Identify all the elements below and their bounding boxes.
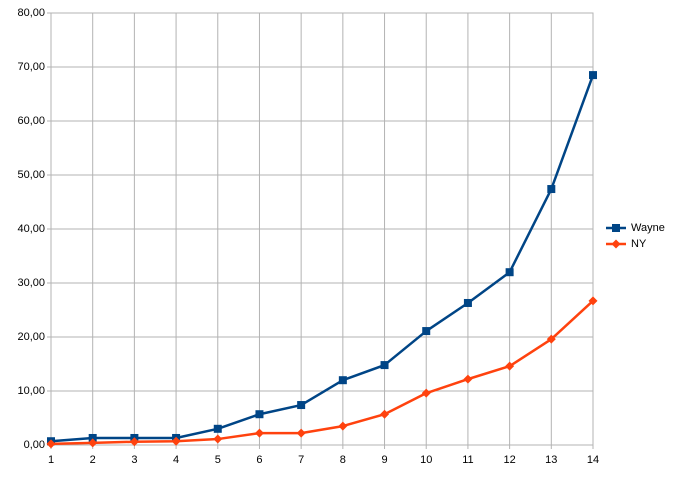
marker <box>380 361 389 370</box>
marker <box>213 424 222 433</box>
y-tick-label: 60,00 <box>17 115 45 127</box>
y-tick-label: 50,00 <box>17 169 45 181</box>
marker <box>338 376 347 385</box>
marker <box>171 436 181 446</box>
marker <box>297 401 306 410</box>
marker <box>546 334 556 344</box>
marker <box>296 428 306 438</box>
x-tick-label: 13 <box>545 454 557 466</box>
y-tick-label: 20,00 <box>17 331 45 343</box>
legend-label: NY <box>631 238 647 250</box>
x-tick-label: 4 <box>173 454 179 466</box>
y-tick-label: 10,00 <box>17 385 45 397</box>
marker <box>505 268 514 277</box>
marker <box>589 71 597 80</box>
x-tick-label: 9 <box>381 454 387 466</box>
y-tick-label: 70,00 <box>17 61 45 73</box>
marker <box>547 185 556 194</box>
marker <box>129 437 139 447</box>
x-tick-label: 8 <box>340 454 346 466</box>
y-tick-label: 0,00 <box>24 439 45 451</box>
marker <box>422 327 431 336</box>
marker <box>338 421 348 431</box>
plot-frame <box>50 12 594 446</box>
marker <box>612 224 620 232</box>
y-tick-label: 80,00 <box>17 7 45 19</box>
x-tick-label: 1 <box>48 454 54 466</box>
series-line <box>50 74 595 443</box>
x-tick-label: 14 <box>587 454 599 466</box>
marker <box>380 409 390 419</box>
legend-label: Wayne <box>631 222 665 234</box>
x-tick-label: 12 <box>503 454 515 466</box>
marker <box>88 433 97 442</box>
x-tick-label: 5 <box>215 454 221 466</box>
x-tick-label: 3 <box>131 454 137 466</box>
x-tick-label: 11 <box>462 454 473 466</box>
marker <box>463 298 472 307</box>
marker <box>611 239 621 249</box>
marker <box>254 428 264 438</box>
x-tick-label: 7 <box>298 454 304 466</box>
marker <box>255 410 264 419</box>
y-tick-label: 40,00 <box>17 223 45 235</box>
x-tick-label: 6 <box>256 454 262 466</box>
marker <box>588 296 598 306</box>
marker <box>505 361 515 371</box>
series-line <box>50 299 594 446</box>
marker <box>88 438 98 448</box>
x-tick-label: 2 <box>90 454 96 466</box>
marker <box>463 374 473 384</box>
marker <box>46 439 56 449</box>
x-tick-label: 10 <box>420 454 432 466</box>
y-tick-label: 30,00 <box>17 277 45 289</box>
marker <box>213 434 223 444</box>
marker <box>421 388 431 398</box>
